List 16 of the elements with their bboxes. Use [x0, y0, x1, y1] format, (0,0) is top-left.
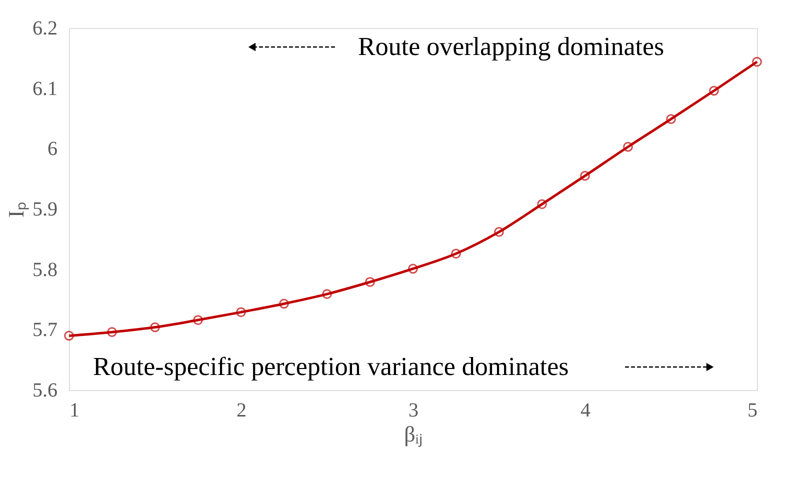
x-tick-label: 4 [580, 400, 590, 422]
x-tick-label: 5 [748, 400, 758, 422]
x-tick-label: 1 [70, 400, 80, 422]
annotation: Route overlapping dominates [358, 32, 664, 61]
y-tick-label: 5.7 [32, 319, 58, 342]
annotation: Route-specific perception variance dominates [93, 352, 569, 381]
x-tick-label: 2 [236, 400, 246, 422]
y-tick-label: 5.8 [32, 258, 58, 281]
x-axis-title: βᵢⱼ [404, 422, 423, 448]
y-tick-label: 5.6 [32, 380, 58, 402]
y-tick-label: 6.1 [32, 78, 58, 100]
y-tick-label: 6 [48, 138, 58, 160]
y-axis-title: Iₚ [4, 201, 30, 218]
y-tick-label: 6.2 [32, 18, 58, 40]
x-tick-label: 3 [408, 400, 418, 422]
y-tick-label: 5.9 [32, 198, 58, 220]
